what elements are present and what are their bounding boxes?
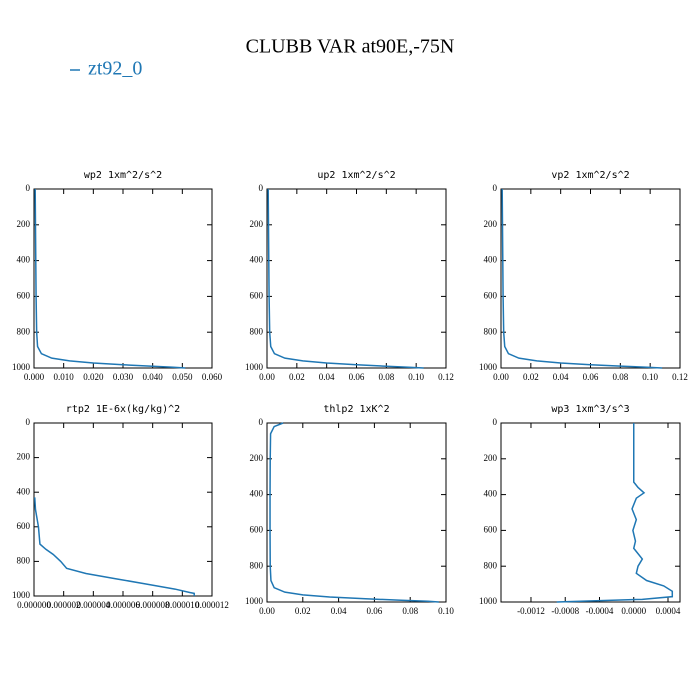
y-tick-label: 1000	[12, 590, 31, 600]
panel-title: vp2 1xm^2/s^2	[551, 170, 629, 181]
x-tick-label: 0.06	[583, 372, 599, 382]
figure-title: CLUBB VAR at90E,-75N	[246, 36, 455, 58]
y-tick-label: 1000	[479, 362, 498, 372]
panel-title: rtp2 1E-6x(kg/kg)^2	[66, 404, 180, 415]
y-tick-label: 400	[484, 489, 498, 499]
y-tick-label: 800	[484, 326, 498, 336]
plot-frame	[266, 188, 447, 369]
x-tick-label: 0.000002	[47, 600, 81, 610]
y-tick-label: 0	[493, 417, 498, 427]
x-tick-label: -0.0004	[586, 606, 614, 616]
y-tick-label: 800	[17, 555, 31, 565]
x-tick-label: 0.000008	[136, 600, 170, 610]
x-tick-label: 0.00	[259, 372, 275, 382]
x-tick-label: 0.000006	[106, 600, 140, 610]
y-tick-label: 200	[250, 453, 264, 463]
y-tick-label: 600	[17, 290, 31, 300]
y-tick-label: 800	[484, 560, 498, 570]
x-tick-label: 0.000000	[17, 600, 51, 610]
y-tick-label: 200	[17, 452, 31, 462]
y-tick-label: 200	[484, 453, 498, 463]
plot-frame	[33, 422, 213, 597]
x-tick-label: 0.04	[553, 372, 569, 382]
y-tick-label: 600	[250, 290, 264, 300]
x-tick-label: 0.040	[143, 372, 164, 382]
plot-frame	[33, 188, 213, 369]
y-tick-label: 800	[17, 326, 31, 336]
legend-label: zt92_0	[88, 58, 142, 80]
y-tick-label: 800	[250, 326, 264, 336]
x-tick-label: 0.0004	[656, 606, 681, 616]
x-tick-label: 0.000	[24, 372, 45, 382]
y-tick-label: 200	[250, 219, 264, 229]
y-tick-label: 600	[17, 521, 31, 531]
y-tick-label: 600	[484, 290, 498, 300]
panel-title: up2 1xm^2/s^2	[317, 170, 395, 181]
profile-line	[501, 188, 663, 369]
y-tick-label: 400	[484, 255, 498, 265]
y-tick-label: 200	[17, 219, 31, 229]
x-tick-label: 0.0000	[621, 606, 646, 616]
y-tick-label: 0	[26, 417, 31, 427]
x-tick-label: 0.06	[349, 372, 365, 382]
profile-line	[556, 423, 674, 603]
panel-title: thlp2 1xK^2	[323, 404, 389, 415]
x-tick-label: 0.000010	[165, 600, 199, 610]
x-tick-label: 0.12	[672, 372, 688, 382]
x-tick-label: 0.00	[493, 372, 509, 382]
x-tick-label: 0.050	[172, 372, 193, 382]
plot-frame	[266, 422, 447, 603]
x-tick-label: 0.010	[54, 372, 75, 382]
y-tick-label: 1000	[12, 362, 31, 372]
y-tick-label: 400	[250, 489, 264, 499]
profile-line	[269, 422, 439, 603]
panel-title: wp3 1xm^3/s^3	[551, 404, 629, 415]
y-tick-label: 400	[250, 255, 264, 265]
x-tick-label: 0.08	[402, 606, 418, 616]
profile-line	[267, 188, 424, 369]
x-tick-label: 0.04	[331, 606, 347, 616]
x-tick-label: 0.00	[259, 606, 275, 616]
y-tick-label: 800	[250, 560, 264, 570]
y-tick-label: 1000	[479, 596, 498, 606]
x-tick-label: 0.10	[642, 372, 658, 382]
x-tick-label: 0.10	[408, 372, 424, 382]
y-tick-label: 200	[484, 219, 498, 229]
profile-line	[33, 497, 195, 596]
plot-frame	[500, 188, 681, 369]
panel-title: wp2 1xm^2/s^2	[84, 170, 162, 181]
x-tick-label: 0.08	[378, 372, 394, 382]
x-tick-label: 0.02	[523, 372, 539, 382]
x-tick-label: 0.06	[367, 606, 383, 616]
x-tick-label: 0.04	[319, 372, 335, 382]
x-tick-label: 0.02	[295, 606, 311, 616]
y-tick-label: 0	[26, 183, 31, 193]
y-tick-label: 1000	[245, 362, 264, 372]
y-tick-label: 400	[17, 255, 31, 265]
y-tick-label: 1000	[245, 596, 264, 606]
profile-line	[34, 188, 186, 369]
x-tick-label: 0.02	[289, 372, 305, 382]
plot-frame	[500, 422, 681, 603]
x-tick-label: 0.08	[612, 372, 628, 382]
x-tick-label: 0.020	[83, 372, 104, 382]
y-tick-label: 600	[250, 524, 264, 534]
x-tick-label: 0.060	[202, 372, 223, 382]
x-tick-label: 0.12	[438, 372, 454, 382]
y-tick-label: 600	[484, 524, 498, 534]
x-tick-label: 0.10	[438, 606, 454, 616]
x-tick-label: 0.000004	[76, 600, 110, 610]
x-tick-label: 0.000012	[195, 600, 229, 610]
x-tick-label: 0.030	[113, 372, 134, 382]
x-tick-label: -0.0008	[551, 606, 579, 616]
y-tick-label: 0	[259, 183, 264, 193]
x-tick-label: -0.0012	[517, 606, 545, 616]
y-tick-label: 400	[17, 486, 31, 496]
y-tick-label: 0	[493, 183, 498, 193]
y-tick-label: 0	[259, 417, 264, 427]
